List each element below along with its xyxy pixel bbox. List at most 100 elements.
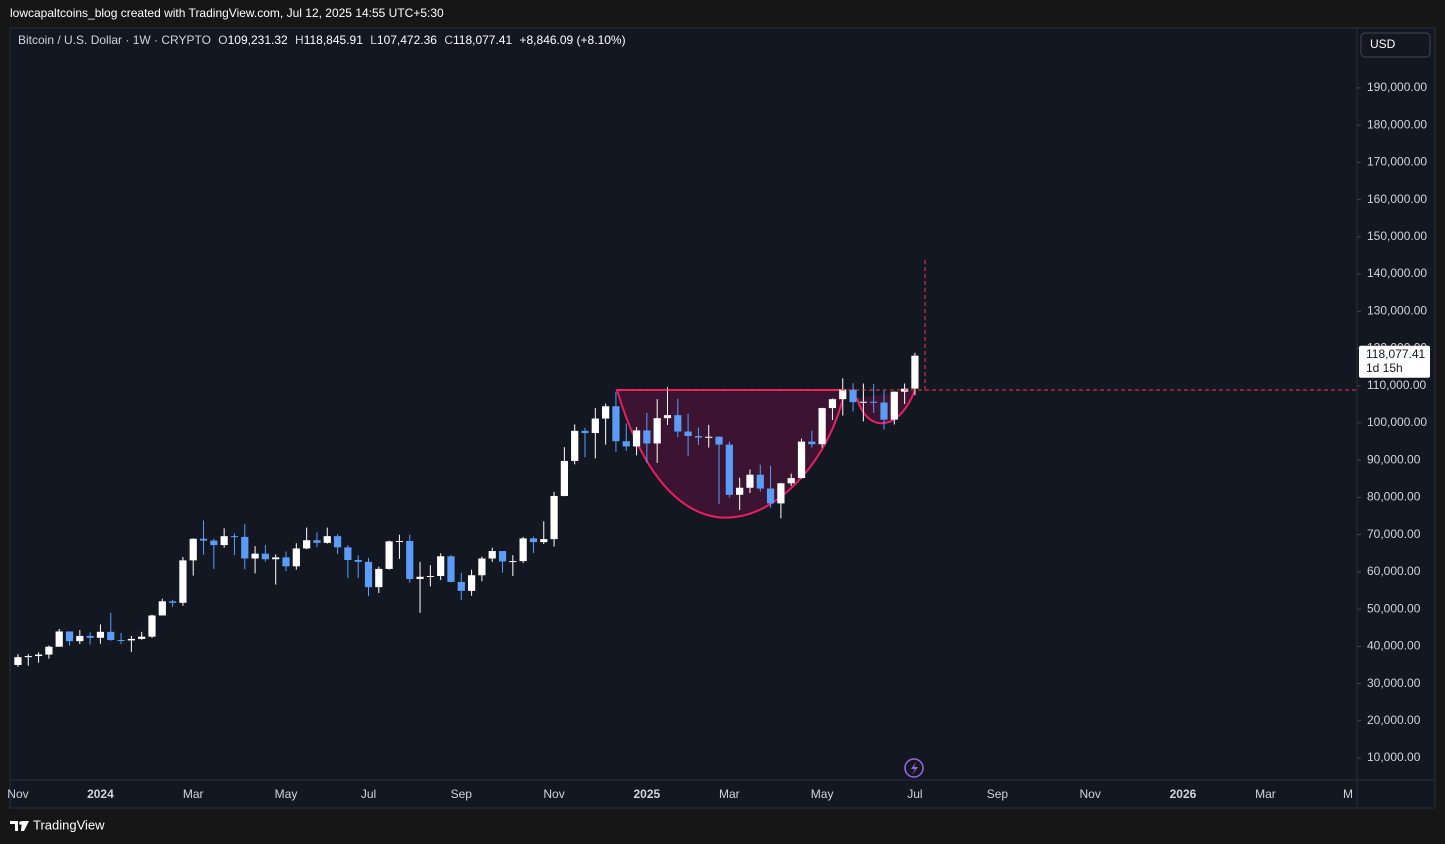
candle-body [158, 601, 166, 616]
legend-value: 107,472.36 [377, 33, 437, 47]
x-tick-label: Nov [543, 787, 564, 801]
x-tick-label: Mar [183, 787, 204, 801]
y-tick-label: 160,000.00 [1367, 192, 1427, 206]
y-tick-label: 130,000.00 [1367, 303, 1427, 317]
tradingview-logo [10, 821, 29, 831]
candle-body [272, 557, 280, 560]
candle-body [705, 436, 713, 438]
x-tick-label: Mar [1255, 787, 1276, 801]
candle-body [344, 547, 352, 560]
x-tick-label: 2026 [1170, 787, 1197, 801]
candle-body [220, 536, 228, 546]
candle-body [86, 635, 94, 638]
x-tick-label: Jul [361, 787, 376, 801]
x-tick-label: Nov [1080, 787, 1101, 801]
candle-body [571, 430, 579, 461]
price-label-box [1359, 345, 1430, 378]
candle-body [808, 441, 816, 445]
y-tick-label: 60,000.00 [1367, 564, 1421, 578]
legend: Bitcoin / U.S. Dollar · 1W · CRYPTO O109… [18, 33, 626, 47]
y-tick-label: 110,000.00 [1367, 378, 1426, 392]
candle-body [560, 460, 568, 496]
y-tick-label: 190,000.00 [1367, 80, 1427, 94]
price-label: 118,077.41 [1366, 347, 1425, 361]
candle-body [550, 495, 558, 540]
candle-body [509, 561, 517, 563]
currency-label[interactable]: USD [1370, 37, 1396, 51]
candle-body [519, 538, 527, 562]
candle-body [684, 431, 692, 437]
candle-body [797, 441, 806, 479]
candle-body [251, 553, 259, 559]
y-tick-label: 150,000.00 [1367, 229, 1427, 243]
candle-body [210, 540, 218, 546]
candle-body [488, 551, 496, 559]
candle-body [602, 406, 610, 419]
candle-body [323, 536, 331, 543]
candle-body [839, 389, 847, 400]
currency-button[interactable] [1360, 32, 1431, 58]
candle-body [313, 540, 321, 543]
candle-body [694, 436, 703, 438]
candle-body [230, 536, 239, 538]
legend-value: 109,231.32 [228, 33, 288, 47]
candle-body [364, 561, 373, 588]
candle-body [426, 575, 434, 577]
candle-body [859, 401, 867, 403]
x-tick-label: May [275, 787, 298, 801]
legend-key: C [444, 33, 453, 47]
candle-body [34, 654, 43, 657]
candle-body [282, 557, 290, 567]
candle-body [24, 656, 32, 658]
candle-body [148, 615, 156, 637]
x-tick-label: 2024 [87, 787, 114, 801]
candle-body [189, 538, 197, 561]
y-tick-label: 10,000.00 [1367, 750, 1421, 764]
candle-body [333, 536, 342, 548]
y-tick-label: 80,000.00 [1367, 490, 1421, 504]
candle-body [581, 430, 589, 434]
x-tick-label: May [811, 787, 834, 801]
candle-body [45, 646, 53, 655]
y-tick-label: 180,000.00 [1367, 117, 1427, 131]
candle-body [292, 548, 300, 567]
candle-body [890, 391, 898, 420]
x-tick-label: Mar [719, 787, 740, 801]
y-tick-label: 70,000.00 [1367, 527, 1421, 541]
x-tick-label: Sep [451, 787, 473, 801]
legend-value: 118,077.41 [453, 33, 512, 47]
candle-body [437, 556, 445, 576]
candle-body [117, 640, 125, 642]
candle-body [591, 418, 599, 434]
chart-panel [9, 27, 1436, 809]
legend-value: 118,845.91 [304, 33, 363, 47]
candle-body [777, 483, 785, 504]
candle-body [395, 540, 404, 542]
candle-body [766, 488, 775, 504]
candle-body [736, 487, 744, 495]
candles [14, 352, 919, 667]
y-tick-label: 170,000.00 [1367, 155, 1427, 169]
legend-key: L [370, 33, 377, 47]
candle-body [96, 631, 105, 638]
candle-body [447, 556, 455, 582]
candle-body [498, 551, 507, 562]
credit-line: lowcapaltcoins_blog created with Trading… [10, 6, 444, 20]
candle-body [179, 560, 187, 603]
countdown-label: 1d 15h [1366, 361, 1403, 375]
candle-body [261, 553, 270, 560]
x-tick-label: Jul [907, 787, 922, 801]
candle-body [127, 638, 135, 641]
candle-body [643, 430, 651, 444]
legend-key: H [295, 33, 304, 47]
brand-name: TradingView [33, 817, 105, 832]
candle-body [107, 631, 115, 641]
candle-body [457, 581, 465, 591]
candle-body [787, 478, 795, 484]
candle-body [870, 401, 878, 403]
candle-body [241, 536, 249, 559]
y-tick-label: 20,000.00 [1367, 713, 1421, 727]
candle-body [416, 576, 424, 579]
legend-symbol: Bitcoin / U.S. Dollar · 1W · CRYPTO [18, 33, 211, 47]
